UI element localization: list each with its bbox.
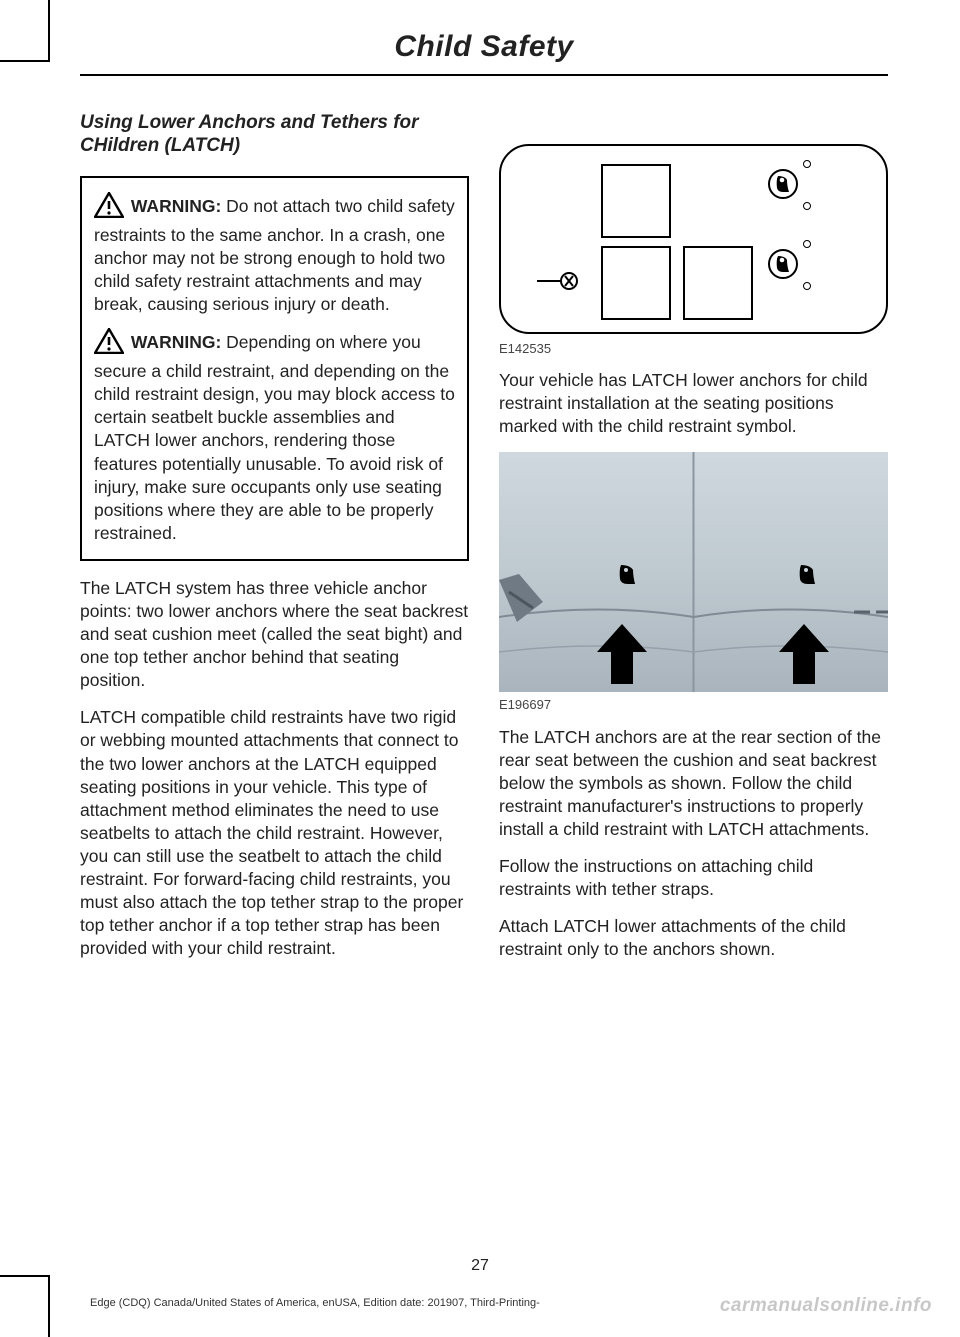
warning-triangle-icon xyxy=(94,328,124,360)
warning-box: WARNING: Do not attach two child safety … xyxy=(80,176,469,561)
child-seat-icon xyxy=(767,168,799,200)
left-column: Using Lower Anchors and Tethers for CHil… xyxy=(80,112,469,975)
body-paragraph: Attach LATCH lower attachments of the ch… xyxy=(499,915,888,961)
header-rule xyxy=(80,74,888,76)
up-arrow-icon xyxy=(777,622,831,686)
watermark: carmanualsonline.info xyxy=(720,1295,932,1317)
footer-metadata: Edge (CDQ) Canada/United States of Ameri… xyxy=(90,1297,540,1309)
chapter-title: Child Safety xyxy=(80,30,888,74)
warning-paragraph-2: WARNING: Depending on where you secure a… xyxy=(94,328,455,545)
anchor-dot-icon xyxy=(803,160,811,168)
anchor-dot-icon xyxy=(803,240,811,248)
anchor-dot-icon xyxy=(803,282,811,290)
up-arrow-icon xyxy=(595,622,649,686)
crop-mark-top-left xyxy=(0,0,50,62)
anchor-dot-icon xyxy=(803,202,811,210)
page-number: 27 xyxy=(0,1257,960,1275)
warning-2-text: Depending on where you secure a child re… xyxy=(94,332,455,543)
section-heading: Using Lower Anchors and Tethers for CHil… xyxy=(80,112,469,158)
right-column: E142535 Your vehicle has LATCH lower anc… xyxy=(499,112,888,975)
body-paragraph: LATCH compatible child restraints have t… xyxy=(80,706,469,960)
seat-position-square xyxy=(601,164,671,238)
crop-mark-bottom-left xyxy=(0,1275,50,1337)
latch-position-diagram xyxy=(499,144,888,334)
figure-label: E196697 xyxy=(499,696,888,713)
child-seat-mark-icon xyxy=(795,562,821,594)
body-paragraph: The LATCH system has three vehicle ancho… xyxy=(80,577,469,692)
figure-label: E142535 xyxy=(499,340,888,357)
seat-anchor-figure xyxy=(499,452,888,692)
body-paragraph: Follow the instructions on attaching chi… xyxy=(499,855,888,901)
body-paragraph: The LATCH anchors are at the rear sectio… xyxy=(499,726,888,841)
child-seat-icon xyxy=(767,248,799,280)
two-column-layout: Using Lower Anchors and Tethers for CHil… xyxy=(80,112,888,975)
warning-triangle-icon xyxy=(94,192,124,224)
page: Child Safety Using Lower Anchors and Tet… xyxy=(0,0,960,1337)
warning-paragraph-1: WARNING: Do not attach two child safety … xyxy=(94,192,455,316)
child-seat-mark-icon xyxy=(615,562,641,594)
warning-label: WARNING: xyxy=(131,196,221,216)
seat-position-square xyxy=(601,246,671,320)
body-paragraph: Your vehicle has LATCH lower anchors for… xyxy=(499,369,888,438)
tether-anchor-icon xyxy=(537,270,579,298)
seat-position-square xyxy=(683,246,753,320)
warning-label: WARNING: xyxy=(131,332,221,352)
